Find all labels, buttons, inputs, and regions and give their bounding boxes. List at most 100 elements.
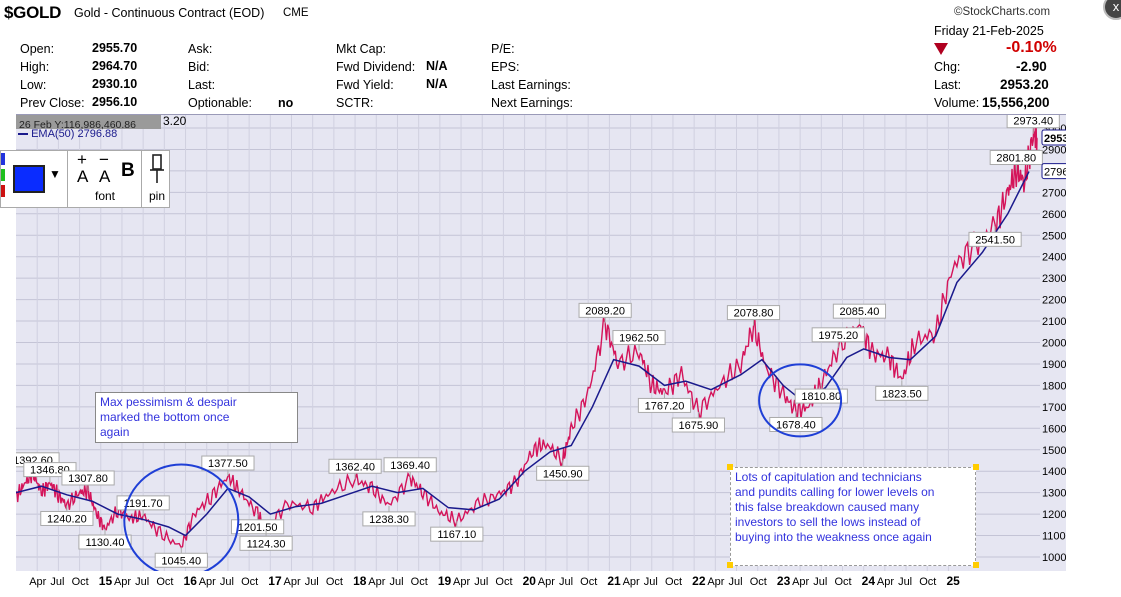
tool-divider (67, 151, 68, 207)
crosshair-tooltip: 26 Feb Y:116,986,460.86 (16, 115, 161, 131)
data-label-box (78, 534, 132, 550)
chevron-down-icon[interactable]: ▼ (49, 167, 61, 181)
data-label: 2085.40 (840, 306, 880, 318)
resize-handle[interactable] (727, 464, 733, 470)
font-decrease-icon[interactable]: − A (99, 150, 111, 186)
data-label-box (612, 330, 666, 346)
drawing-tools-panel: ▼ + A − A B font pin (0, 150, 170, 208)
x-tick-label: 22 (692, 574, 706, 588)
x-tick-label: 18 (353, 574, 367, 588)
y-tick-label: 1900 (1042, 359, 1066, 371)
open-label: Open: (20, 42, 55, 56)
y-tick-label: 2300 (1042, 273, 1066, 285)
data-label-box (362, 511, 416, 527)
close-icon[interactable]: x (1103, 0, 1121, 20)
chart-canvas: 1000 1100 1200 1300 1400 1500 1600 1700 1800 1900… (16, 115, 1066, 572)
annotation-line: marked the bottom once (100, 410, 230, 424)
data-label-box (875, 385, 929, 401)
data-label: 1362.40 (335, 461, 375, 473)
annotation-line: buying into the weakness once again (735, 530, 932, 544)
x-tick-label: 24 (862, 574, 876, 588)
high-value: 2964.70 (92, 59, 138, 73)
last-label: Last: (188, 78, 216, 92)
sctr-label: SCTR: (336, 96, 374, 110)
data-label: 1767.20 (645, 400, 685, 412)
annotation-line: investors to sell the lows instead of (735, 515, 921, 529)
font-increase-icon[interactable]: + A (77, 150, 89, 186)
data-label: 2541.50 (975, 234, 1015, 246)
fwd-yield-value: N/A (426, 77, 448, 91)
volume-value: 15,556,200 (982, 95, 1050, 110)
next-earnings-label: Next Earnings: (491, 96, 573, 110)
color-strip-blue (1, 153, 5, 165)
ema-series-line (16, 171, 1030, 537)
ema-value-tag-box (1041, 163, 1066, 180)
ema-legend: EMA(50) 2796.88 (18, 128, 117, 140)
last-price-label: Last: (934, 78, 962, 92)
data-label-box (383, 457, 437, 473)
x-tick-label: 20 (523, 574, 537, 588)
prev-close-value: 2956.10 (92, 95, 138, 109)
data-label: 1201.50 (238, 522, 278, 534)
exchange-label: CME (283, 7, 309, 19)
resize-handle[interactable] (727, 562, 733, 568)
data-label: 1346.80 (30, 465, 70, 477)
y-tick-label: 1100 (1042, 531, 1066, 543)
eps-label: EPS: (491, 60, 520, 74)
tool-divider (141, 151, 142, 207)
ema-legend-label: EMA(50) 2796.88 (31, 128, 118, 140)
fwd-dividend-value: N/A (426, 59, 448, 73)
data-label: 1810.80 (801, 391, 841, 403)
x-tick-label: Apr (877, 576, 894, 588)
pin-label: pin (149, 189, 166, 203)
pin-icon[interactable] (149, 153, 165, 185)
last-price-value: 2953.20 (1000, 77, 1049, 92)
data-label: 1975.20 (818, 330, 858, 342)
x-tick-label: Apr (623, 576, 640, 588)
data-label-box (201, 455, 255, 471)
data-label-box (154, 552, 208, 568)
y-tick-label: 1400 (1042, 466, 1066, 478)
quote-stats-panel: Open: 2955.70 High: 2964.70 Low: 2930.10… (16, 22, 1066, 114)
last-price-tag: 2953.20 (1044, 133, 1066, 145)
resize-handle[interactable] (973, 562, 979, 568)
annotation-line: and pundits calling for lower levels on (735, 485, 935, 499)
color-strip-red (1, 185, 5, 197)
down-arrow-icon (934, 43, 948, 55)
x-tick-label: Apr (792, 576, 809, 588)
annotation-box-capitulation[interactable]: Lots of capitulation and technicians and… (730, 467, 976, 566)
prev-close-label: Prev Close: (20, 96, 85, 110)
x-tick-label: Jul (813, 576, 827, 588)
price-chart[interactable]: 1000 1100 1200 1300 1400 1500 1600 1700 1800 1900… (16, 114, 1066, 572)
data-label: 1124.30 (247, 538, 286, 550)
y-tick-label: 2200 (1042, 295, 1066, 307)
x-tick-label: Jul (220, 576, 234, 588)
y-tick-label: 1500 (1042, 445, 1066, 457)
x-tick-label: Apr (368, 576, 385, 588)
data-label: 1167.10 (437, 529, 476, 541)
x-tick-label: Apr (538, 576, 555, 588)
resize-handle[interactable] (973, 464, 979, 470)
change-percent: -0.10% (1006, 39, 1057, 56)
annotation-line: Lots of capitulation and technicians (735, 470, 922, 484)
x-tick-label: Jul (389, 576, 403, 588)
data-label: 1962.50 (619, 333, 659, 345)
data-label: 1377.50 (208, 458, 248, 470)
ema-value-tag: 2796.88 (1044, 167, 1066, 179)
y-tick-label: 1300 (1042, 488, 1066, 500)
data-label-box (230, 519, 285, 535)
bold-button[interactable]: B (121, 160, 135, 181)
x-tick-label: Oct (326, 576, 343, 588)
data-label-box (430, 526, 484, 542)
line-color-swatch[interactable] (13, 165, 45, 193)
x-tick-label: 19 (438, 574, 452, 588)
title-bar: $GOLD Gold - Continuous Contract (EOD) C… (0, 0, 1121, 22)
data-label-box (726, 305, 781, 321)
pe-label: P/E: (491, 42, 515, 56)
data-label-box (536, 465, 590, 481)
y-tick-label: 2500 (1042, 230, 1066, 242)
y-tick-label: 2400 (1042, 252, 1066, 264)
annotation-box-bottom[interactable]: Max pessimism & despair marked the botto… (95, 392, 298, 443)
y-tick-label: 2900 (1042, 144, 1066, 156)
x-tick-label: Oct (919, 576, 936, 588)
